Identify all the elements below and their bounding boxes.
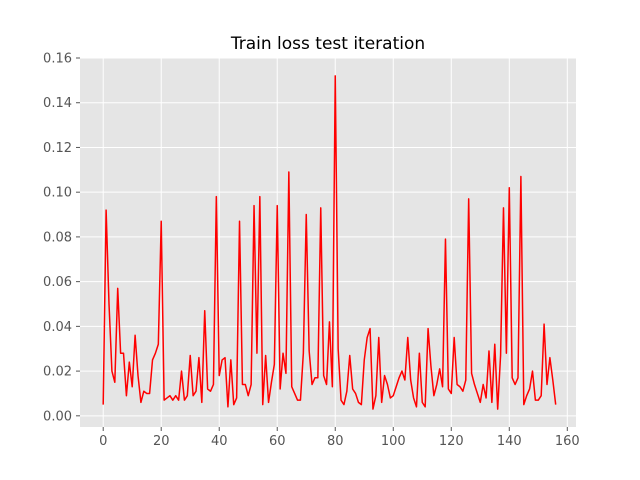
- y-tick-label: 0.06: [43, 275, 72, 290]
- y-tick-label: 0.04: [43, 320, 72, 335]
- x-tick-label: 0: [99, 434, 107, 449]
- y-tick-label: 0.14: [43, 96, 72, 111]
- y-tick-label: 0.02: [43, 365, 72, 380]
- y-tick-label: 0.12: [43, 141, 72, 156]
- x-axis: 0 20 40 60 80 100 120 140 160: [99, 427, 580, 449]
- loss-line: [102, 75, 557, 410]
- y-tick-label: 0.16: [43, 52, 72, 67]
- chart-title: Train loss test iteration: [230, 34, 425, 54]
- y-axis: 0.00 0.02 0.04 0.06 0.08 0.10 0.12 0.14 0.16: [43, 52, 80, 424]
- x-tick-label: 20: [153, 434, 170, 449]
- y-tick-label: 0.08: [43, 230, 72, 245]
- x-tick-label: 40: [211, 434, 228, 449]
- x-tick-label: 120: [439, 434, 464, 449]
- x-tick-label: 160: [555, 434, 580, 449]
- plot-area: [80, 58, 576, 427]
- y-tick-label: 0.00: [43, 409, 72, 424]
- x-tick-label: 80: [327, 434, 344, 449]
- y-tick-label: 0.10: [43, 186, 72, 201]
- x-tick-label: 140: [497, 434, 522, 449]
- x-tick-label: 60: [269, 434, 286, 449]
- x-tick-label: 100: [381, 434, 406, 449]
